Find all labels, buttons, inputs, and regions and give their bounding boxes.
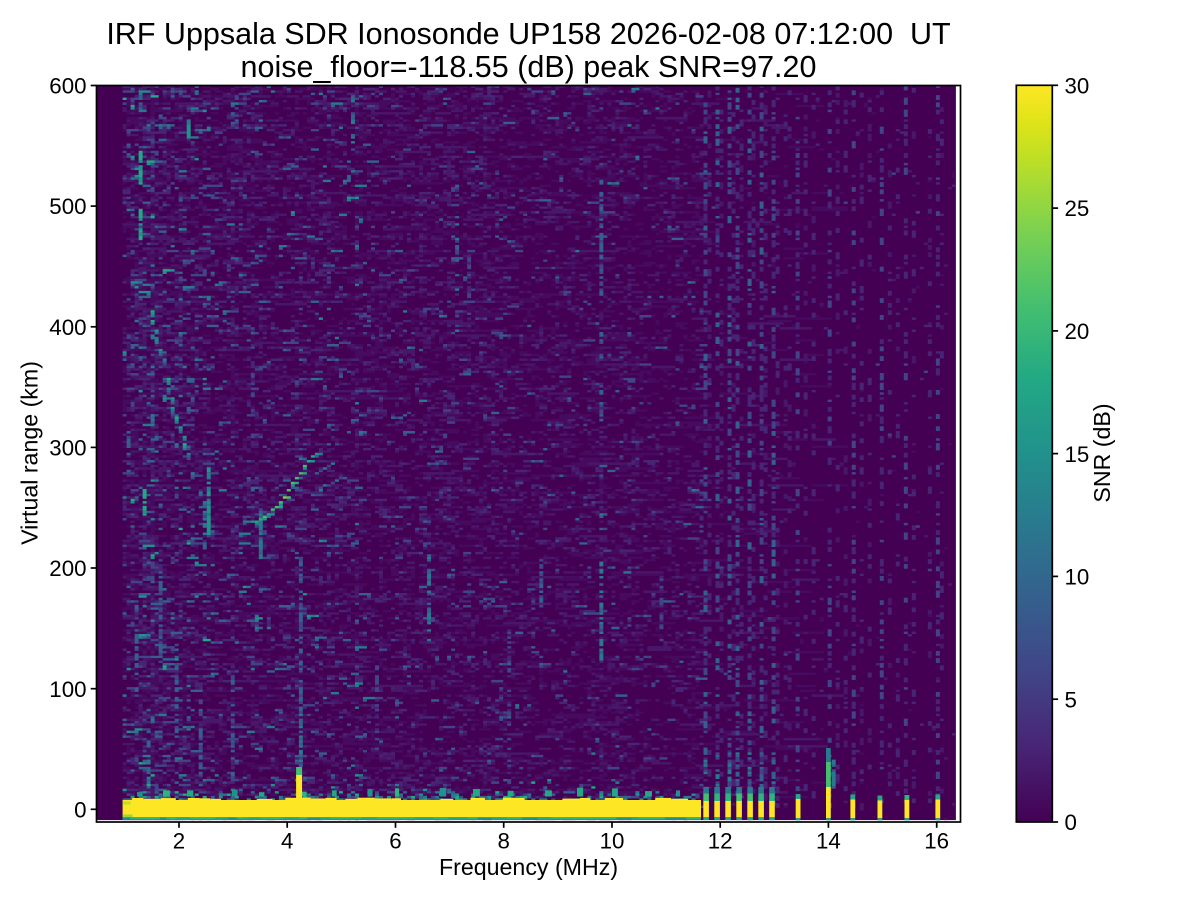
- svg-text:noise_floor=-118.55 (dB) peak: noise_floor=-118.55 (dB) peak SNR=97.20: [241, 50, 817, 84]
- svg-text:25: 25: [1065, 196, 1090, 221]
- svg-text:IRF Uppsala SDR Ionosonde UP15: IRF Uppsala SDR Ionosonde UP158 2026-02-…: [106, 17, 950, 51]
- svg-text:0: 0: [74, 797, 86, 822]
- svg-text:10: 10: [1065, 565, 1090, 590]
- svg-text:100: 100: [49, 677, 86, 702]
- svg-text:16: 16: [924, 829, 949, 854]
- svg-text:14: 14: [816, 829, 841, 854]
- svg-text:30: 30: [1065, 73, 1090, 98]
- svg-text:6: 6: [389, 829, 401, 854]
- svg-text:SNR (dB): SNR (dB): [1089, 403, 1115, 502]
- svg-text:20: 20: [1065, 319, 1090, 344]
- svg-text:200: 200: [49, 556, 86, 581]
- svg-text:4: 4: [281, 829, 293, 854]
- svg-text:12: 12: [708, 829, 733, 854]
- svg-text:300: 300: [49, 436, 86, 461]
- svg-text:10: 10: [600, 829, 625, 854]
- svg-text:15: 15: [1065, 442, 1090, 467]
- svg-text:600: 600: [49, 74, 86, 99]
- svg-text:0: 0: [1065, 810, 1077, 835]
- svg-text:400: 400: [49, 315, 86, 340]
- svg-text:500: 500: [49, 194, 86, 219]
- svg-text:5: 5: [1065, 687, 1077, 712]
- svg-text:2: 2: [173, 829, 185, 854]
- svg-text:8: 8: [497, 829, 509, 854]
- svg-text:Frequency (MHz): Frequency (MHz): [439, 854, 618, 880]
- svg-text:Virtual range (km): Virtual range (km): [17, 361, 43, 545]
